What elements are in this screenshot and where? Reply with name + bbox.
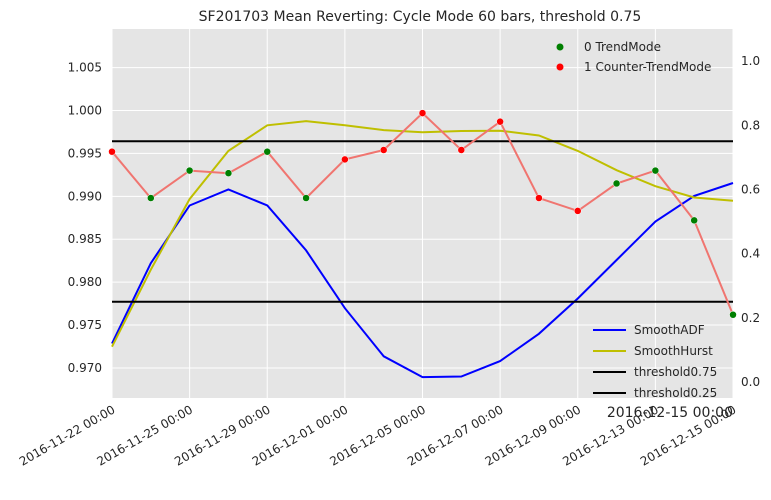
left-y-tick-label: 0.985 xyxy=(68,232,102,246)
trend-mode-point xyxy=(690,216,698,225)
left-y-tick-label: 1.005 xyxy=(68,61,102,75)
legend-label: 1 Counter-TrendMode xyxy=(584,60,711,74)
series-smoothadf xyxy=(111,182,734,379)
trend-mode-point xyxy=(729,311,737,319)
series-smoothhurst xyxy=(111,120,734,348)
left-y-tick-label: 0.995 xyxy=(68,146,102,160)
legend-label: SmoothHurst xyxy=(634,344,713,358)
legend-lines: SmoothADF SmoothHurst threshold0.75 thresho… xyxy=(593,323,717,400)
counter-trend-mode-point xyxy=(379,146,388,154)
mode-points xyxy=(108,109,737,319)
trend-mode-point xyxy=(263,147,271,156)
counter-trend-mode-point xyxy=(496,117,504,126)
right-y-tick-label: 0.2 xyxy=(741,311,760,325)
legend-label: threshold0.25 xyxy=(634,386,717,400)
trend-mode-point xyxy=(224,169,233,177)
legend-label: SmoothADF xyxy=(634,323,705,337)
legend-scatter: 0 TrendMode 1 Counter-TrendMode xyxy=(556,40,711,74)
series-lines xyxy=(111,120,734,379)
left-y-tick-label: 0.990 xyxy=(68,189,102,203)
counter-trend-mode-point xyxy=(418,109,427,117)
legend-label: threshold0.75 xyxy=(634,365,717,379)
chart-title: SF201703 Mean Reverting: Cycle Mode 60 b… xyxy=(199,9,642,25)
left-y-tick-label: 0.975 xyxy=(68,318,102,332)
trend-mode-point xyxy=(612,179,621,188)
trend-mode-point xyxy=(147,194,155,202)
trend-mode-point xyxy=(185,166,194,175)
counter-trend-mode-point xyxy=(341,155,349,164)
right-y-tick-label: 0.4 xyxy=(741,247,760,261)
counter-trend-mode-point xyxy=(574,207,582,215)
legend-marker xyxy=(556,63,564,71)
counter-trend-mode-point xyxy=(535,194,543,202)
trend-mode-point xyxy=(302,194,310,202)
left-y-tick-label: 1.000 xyxy=(68,104,102,118)
right-y-axis: 0.0 0.2 0.4 0.6 0.8 1.0 xyxy=(741,54,760,389)
legend-label: 0 TrendMode xyxy=(584,40,661,54)
x-offset-label: 2016-12-15 00:00 xyxy=(607,405,733,421)
right-y-tick-label: 1.0 xyxy=(741,54,760,68)
left-y-axis: 0.970 0.975 0.980 0.985 0.990 0.995 1.000 1.005 xyxy=(68,61,102,375)
counter-trend-mode-point xyxy=(108,147,116,156)
right-y-tick-label: 0.8 xyxy=(741,118,760,132)
right-y-tick-label: 0.0 xyxy=(741,375,760,389)
counter-trend-mode-point xyxy=(457,146,466,154)
right-y-tick-label: 0.6 xyxy=(741,182,760,196)
legend-marker xyxy=(556,43,564,51)
left-y-tick-label: 0.970 xyxy=(68,361,102,375)
left-y-tick-label: 0.980 xyxy=(68,275,102,289)
trend-mode-point xyxy=(651,166,660,175)
